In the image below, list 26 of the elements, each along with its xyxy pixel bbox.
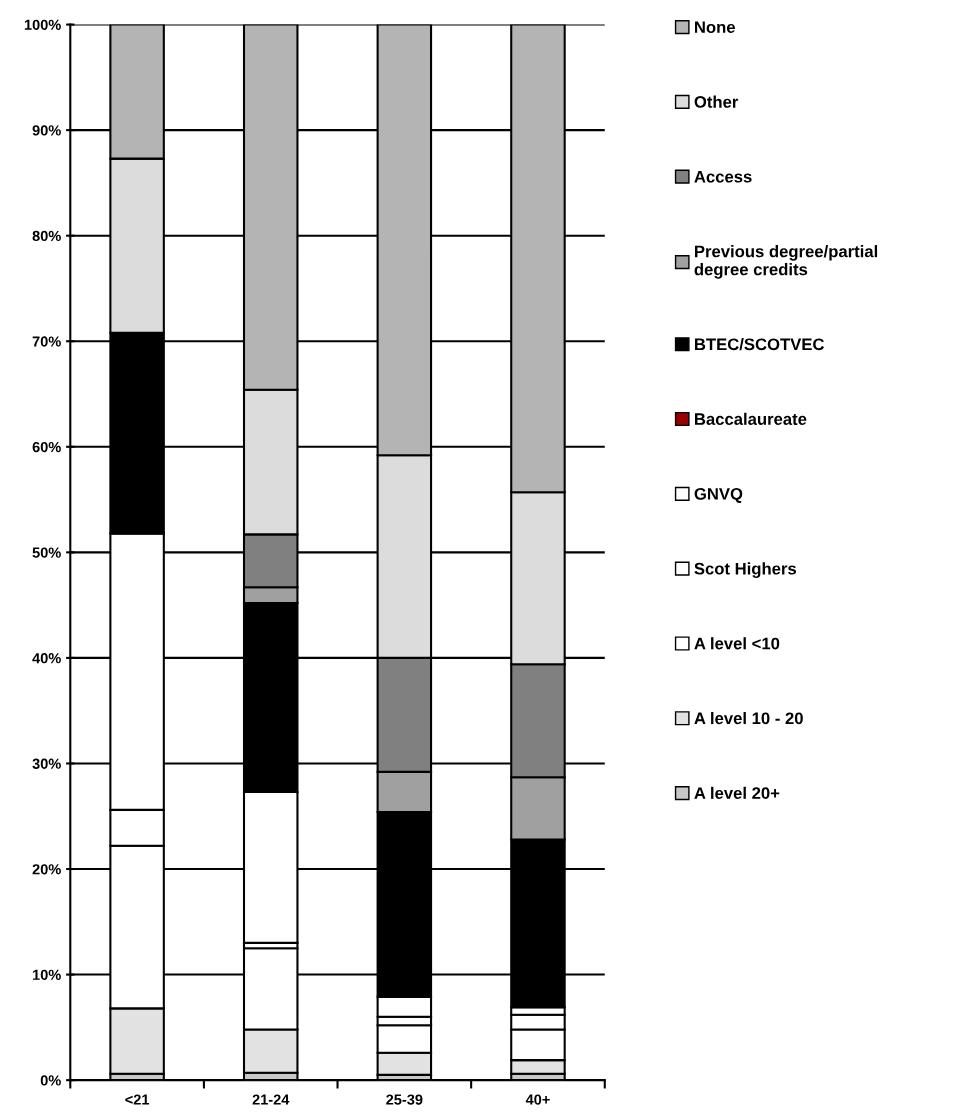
legend-label: GNVQ (694, 487, 743, 503)
x-tick-label: 40+ (525, 1094, 550, 1105)
legend-label: Previous degree/partial degree credits (694, 245, 878, 279)
legend-label: Access (694, 170, 752, 183)
legend-label: None (695, 21, 735, 34)
y-tick-label: 70% (32, 336, 61, 347)
x-tick-label: 21-24 (252, 1094, 290, 1105)
y-tick-label: 20% (32, 864, 61, 875)
legend-label: A level 10 - 20 (694, 711, 803, 725)
y-tick-label: 10% (33, 969, 61, 981)
y-tick-label: 80% (32, 230, 61, 242)
y-tick-label: 60% (32, 441, 61, 453)
y-tick-label: 50% (32, 547, 61, 558)
legend-label: A level <10 (694, 637, 780, 650)
y-tick-label: 30% (32, 758, 61, 769)
y-tick-label: 100% (24, 19, 61, 30)
legend-label: A level 20+ (694, 786, 780, 800)
y-tick-label: 90% (32, 125, 61, 136)
x-tick-label: <21 (125, 1094, 150, 1105)
legend-label: Baccalaureate (695, 412, 807, 425)
y-tick-label: 40% (32, 653, 61, 664)
legend-label: BTEC/SCOTVEC (695, 337, 825, 351)
legend-label: Scot Highers (694, 562, 797, 578)
x-tick-label: 25-39 (386, 1094, 423, 1105)
legend-label: Other (694, 95, 739, 108)
y-tick-label: 0% (40, 1075, 61, 1086)
